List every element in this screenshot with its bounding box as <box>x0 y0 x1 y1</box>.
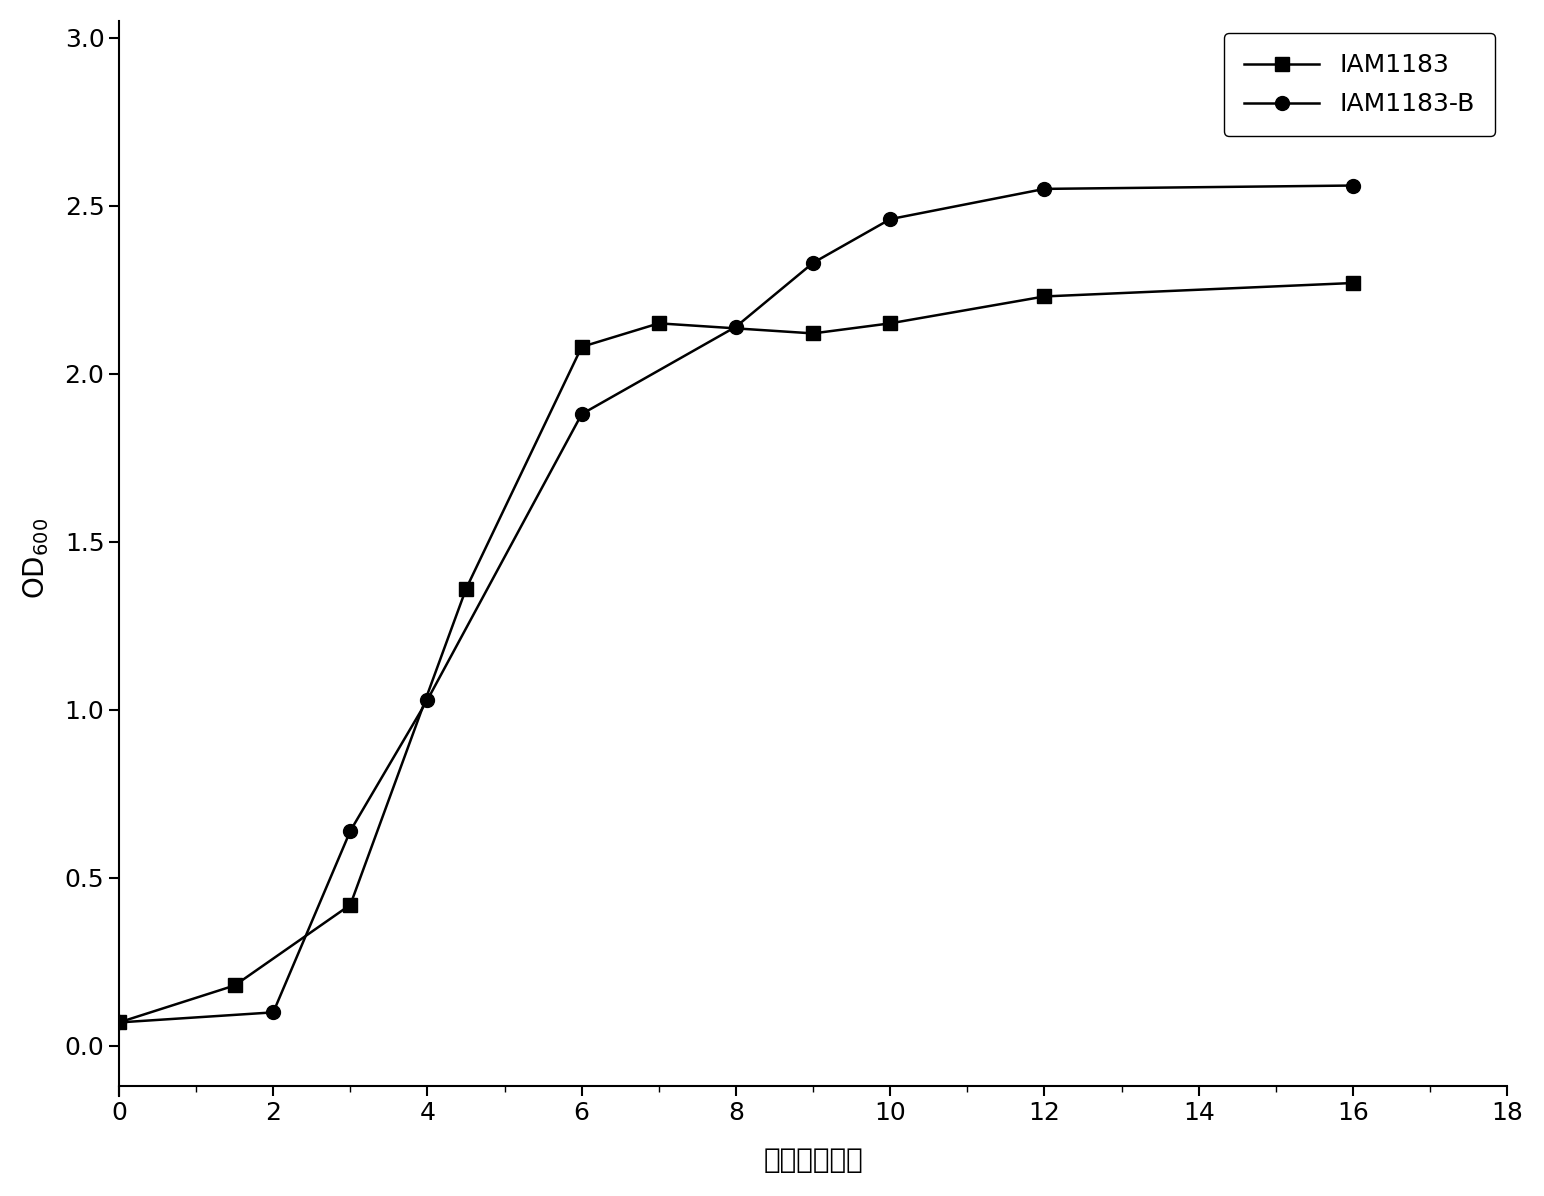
IAM1183-B <box>1343 178 1362 193</box>
IAM1183 <box>1343 276 1362 291</box>
IAM1183 <box>650 316 669 330</box>
IAM1183 <box>573 340 591 354</box>
IAM1183-B <box>804 256 823 270</box>
IAM1183 <box>804 327 823 341</box>
Line: IAM1183-B: IAM1183-B <box>113 178 1360 1030</box>
IAM1183 <box>341 898 360 913</box>
IAM1183-B <box>882 212 900 226</box>
IAM1183 <box>882 316 900 330</box>
Line: IAM1183: IAM1183 <box>113 276 1360 1030</box>
IAM1183 <box>110 1015 128 1030</box>
X-axis label: 时间（小时）: 时间（小时） <box>763 1146 863 1173</box>
IAM1183-B <box>264 1005 283 1019</box>
IAM1183-B <box>573 407 591 421</box>
IAM1183 <box>457 581 476 596</box>
IAM1183-B <box>727 319 746 334</box>
IAM1183-B <box>1034 182 1053 196</box>
Legend: IAM1183, IAM1183-B: IAM1183, IAM1183-B <box>1224 33 1495 136</box>
IAM1183-B <box>418 692 437 707</box>
IAM1183-B <box>110 1015 128 1030</box>
IAM1183-B <box>341 824 360 838</box>
Y-axis label: OD$_{600}$: OD$_{600}$ <box>20 518 51 599</box>
IAM1183 <box>1034 289 1053 304</box>
IAM1183 <box>225 978 244 993</box>
